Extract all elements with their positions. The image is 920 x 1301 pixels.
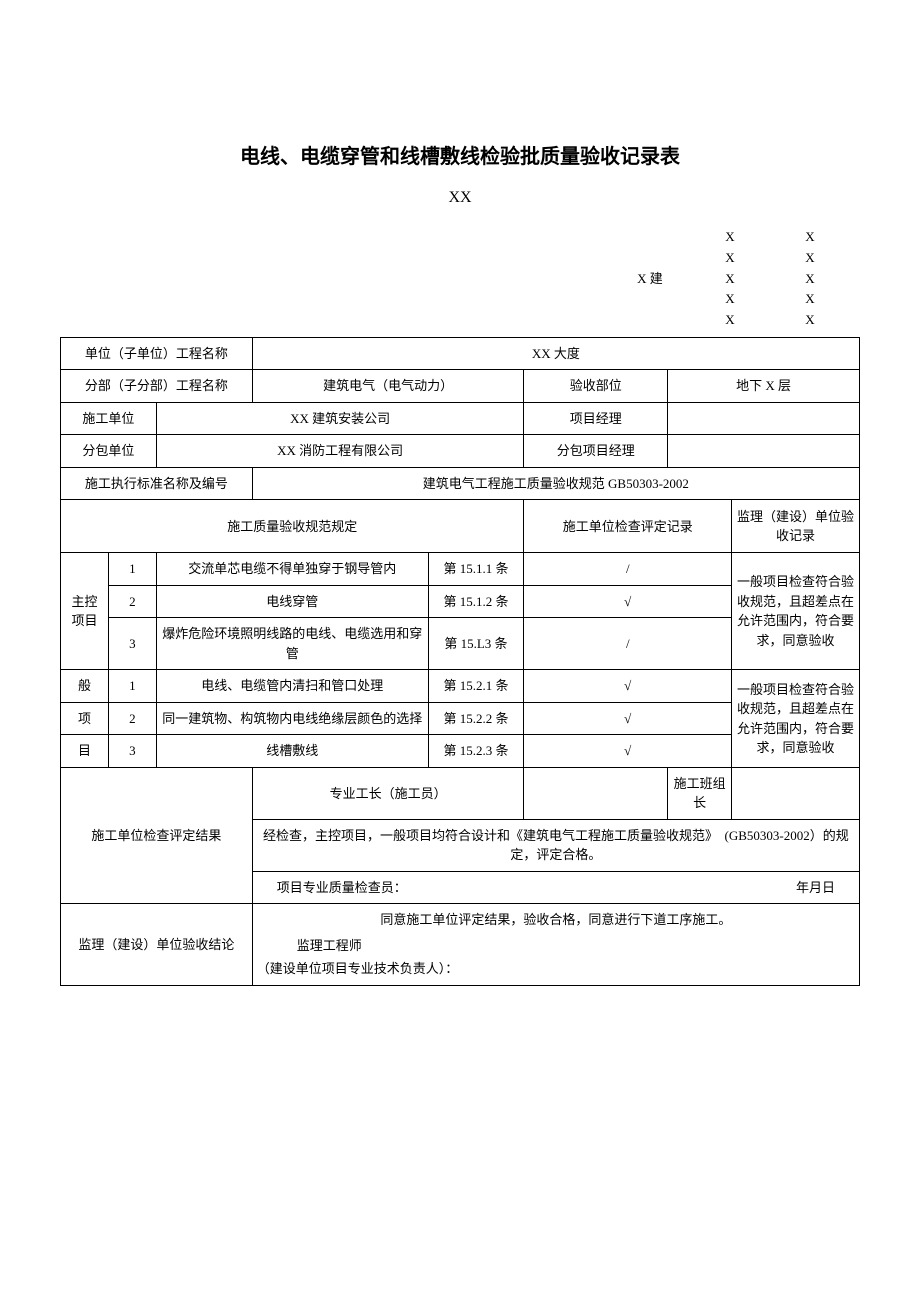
col-check-record: 施工单位检查评定记录 xyxy=(524,500,732,553)
mc-clause-3: 第 15.L3 条 xyxy=(428,618,524,670)
page-subtitle: XX xyxy=(60,189,860,207)
mc-idx-1: 1 xyxy=(108,553,156,586)
tb-3-1: X xyxy=(690,289,770,310)
gen-record-2: √ xyxy=(524,702,732,735)
standard-label: 施工执行标准名称及编号 xyxy=(61,467,253,500)
tb-4-0 xyxy=(610,310,690,331)
supervision-conclusion-cell: 同意施工单位评定结果，验收合格，同意进行下道工序施工。 监理工程师 （建设单位项… xyxy=(252,904,859,986)
mc-record-3: / xyxy=(524,618,732,670)
mc-idx-3: 3 xyxy=(108,618,156,670)
gen-clause-3: 第 15.2.3 条 xyxy=(428,735,524,768)
gen-record-3: √ xyxy=(524,735,732,768)
mc-idx-2: 2 xyxy=(108,585,156,618)
inspection-table: 单位（子单位）工程名称 XX 大度 分部（子分部）工程名称 建筑电气（电气动力）… xyxy=(60,337,860,986)
mc-clause-1: 第 15.1.1 条 xyxy=(428,553,524,586)
general-label-0: 般 xyxy=(61,670,109,703)
tb-3-0 xyxy=(610,289,690,310)
mc-desc-2: 电线穿管 xyxy=(156,585,428,618)
col-supervision-record: 监理（建设）单位验收记录 xyxy=(732,500,860,553)
foreman-label: 专业工长（施工员） xyxy=(252,767,524,819)
gen-record-1: √ xyxy=(524,670,732,703)
gen-desc-1: 电线、电缆管内清扫和管口处理 xyxy=(156,670,428,703)
mc-desc-3: 爆炸危险环境照明线路的电线、电缆选用和穿管 xyxy=(156,618,428,670)
gen-idx-1: 1 xyxy=(108,670,156,703)
general-label-2: 目 xyxy=(61,735,109,768)
quality-inspector-row: 项目专业质量检查员： 年月日 xyxy=(252,871,859,904)
gen-idx-3: 3 xyxy=(108,735,156,768)
team-leader-label: 施工班组长 xyxy=(668,767,732,819)
construction-result-label: 施工单位检查评定结果 xyxy=(61,767,253,904)
gen-clause-2: 第 15.2.2 条 xyxy=(428,702,524,735)
team-leader-value xyxy=(732,767,860,819)
mc-record-1: / xyxy=(524,553,732,586)
unit-project-label: 单位（子单位）工程名称 xyxy=(61,337,253,370)
top-code-block: XX XX X 建XX XX XX xyxy=(60,227,860,331)
tb-1-0 xyxy=(610,248,690,269)
standard-value: 建筑电气工程施工质量验收规范 GB50303-2002 xyxy=(252,467,859,500)
date-label: 年月日 xyxy=(796,878,835,898)
sub-project-label: 分部（子分部）工程名称 xyxy=(61,370,253,403)
tb-0-0 xyxy=(610,227,690,248)
gen-desc-2: 同一建筑物、构筑物内电线绝缘层颜色的选择 xyxy=(156,702,428,735)
acceptance-part-value: 地下 X 层 xyxy=(668,370,860,403)
construction-unit-label: 施工单位 xyxy=(61,402,157,435)
tb-1-1: X xyxy=(690,248,770,269)
tb-1-2: X xyxy=(770,248,850,269)
supervision-engineer-label: 监理工程师 xyxy=(257,936,855,956)
mc-clause-2: 第 15.1.2 条 xyxy=(428,585,524,618)
page-title: 电线、电缆穿管和线槽敷线检验批质量验收记录表 xyxy=(60,140,860,169)
construction-unit-value: XX 建筑安装公司 xyxy=(156,402,524,435)
gen-supervision-text: 一般项目检查符合验收规范，且超差点在允许范围内，符合要求，同意验收 xyxy=(732,670,860,768)
gen-desc-3: 线槽敷线 xyxy=(156,735,428,768)
tb-2-0: X 建 xyxy=(610,269,690,290)
tb-0-2: X xyxy=(770,227,850,248)
gen-idx-2: 2 xyxy=(108,702,156,735)
sub-project-value: 建筑电气（电气动力） xyxy=(252,370,524,403)
tb-4-1: X xyxy=(690,310,770,331)
project-manager-label: 项目经理 xyxy=(524,402,668,435)
supervision-conclusion-label: 监理（建设）单位验收结论 xyxy=(61,904,253,986)
gen-clause-1: 第 15.2.1 条 xyxy=(428,670,524,703)
mc-desc-1: 交流单芯电缆不得单独穿于钢导管内 xyxy=(156,553,428,586)
general-label-1: 项 xyxy=(61,702,109,735)
subcontract-unit-value: XX 消防工程有限公司 xyxy=(156,435,524,468)
tb-0-1: X xyxy=(690,227,770,248)
unit-project-value: XX 大度 xyxy=(252,337,859,370)
main-control-group-label: 主控项目 xyxy=(61,553,109,670)
tb-4-2: X xyxy=(770,310,850,331)
construction-result-text: 经检查，主控项目，一般项目均符合设计和《建筑电气工程施工质量验收规范》 (GB5… xyxy=(252,819,859,871)
tb-2-1: X xyxy=(690,269,770,290)
project-manager-value xyxy=(668,402,860,435)
construction-tech-label: （建设单位项目专业技术负责人）： xyxy=(257,959,855,979)
mc-supervision-text: 一般项目检查符合验收规范，且超差点在允许范围内，符合要求，同意验收 xyxy=(732,553,860,670)
tb-3-2: X xyxy=(770,289,850,310)
tb-2-2: X xyxy=(770,269,850,290)
quality-inspector-label: 项目专业质量检查员： xyxy=(277,878,407,898)
subcontract-pm-value xyxy=(668,435,860,468)
subcontract-pm-label: 分包项目经理 xyxy=(524,435,668,468)
foreman-value xyxy=(524,767,668,819)
mc-record-2: √ xyxy=(524,585,732,618)
col-spec: 施工质量验收规范规定 xyxy=(61,500,524,553)
subcontract-unit-label: 分包单位 xyxy=(61,435,157,468)
acceptance-part-label: 验收部位 xyxy=(524,370,668,403)
supervision-conclusion-text: 同意施工单位评定结果，验收合格，同意进行下道工序施工。 xyxy=(257,910,855,930)
